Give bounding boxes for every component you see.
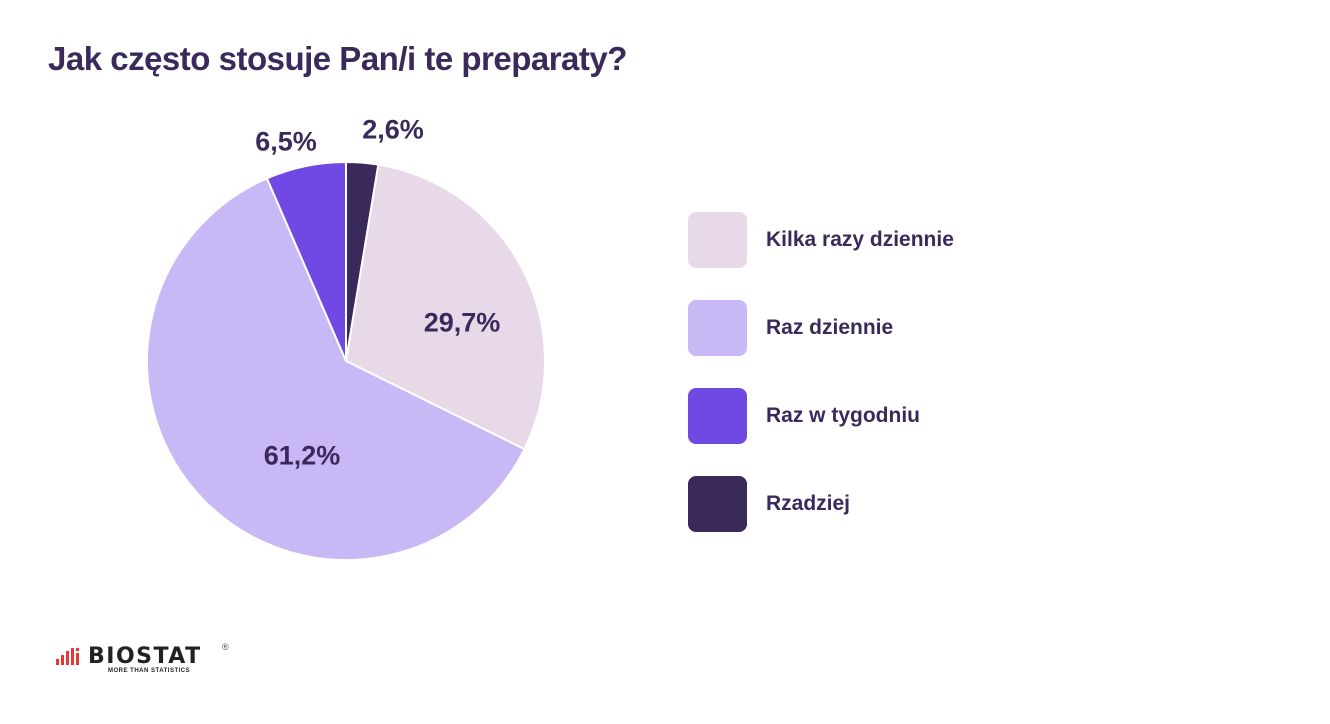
pie-chart: 2,6% 29,7% 61,2% 6,5%	[146, 114, 546, 561]
pie-slice-kilka-razy-dziennie	[344, 163, 546, 451]
legend-label: Kilka razy dziennie	[766, 228, 954, 251]
logo-tagline: MORE THAN STATISTICS	[108, 668, 191, 674]
logo-wordmark: BIOSTAT	[88, 644, 202, 669]
chart-title: Jak często stosuje Pan/i te preparaty?	[48, 40, 627, 77]
legend-item-kilka-razy-dziennie: Kilka razy dziennie	[688, 212, 954, 268]
legend-label: Raz w tygodniu	[766, 404, 920, 427]
slice-value-label: 29,7%	[423, 307, 501, 338]
slice-value-label: 6,5%	[255, 126, 317, 157]
biostat-logo: BIOSTAT ® MORE THAN STATISTICS	[56, 642, 236, 678]
pie-svg	[146, 160, 546, 561]
legend-swatch	[688, 388, 747, 444]
pie-slice-raz-dziennie	[146, 177, 526, 561]
legend: Kilka razy dziennie Raz dziennie Raz w t…	[688, 212, 954, 564]
registered-mark: ®	[222, 642, 229, 652]
legend-swatch	[688, 212, 747, 268]
legend-item-raz-w-tygodniu: Raz w tygodniu	[688, 388, 954, 444]
legend-label: Raz dziennie	[766, 316, 894, 339]
slice-value-label: 61,2%	[263, 440, 341, 471]
bar-chart-logo-icon	[56, 647, 80, 665]
legend-label: Rzadziej	[766, 492, 851, 515]
legend-item-raz-dziennie: Raz dziennie	[688, 300, 954, 356]
pie-slice-raz-w-tygodniu	[265, 160, 347, 362]
legend-swatch	[688, 476, 747, 532]
legend-item-rzadziej: Rzadziej	[688, 476, 954, 532]
slice-value-label: 2,6%	[362, 114, 424, 145]
legend-swatch	[688, 300, 747, 356]
